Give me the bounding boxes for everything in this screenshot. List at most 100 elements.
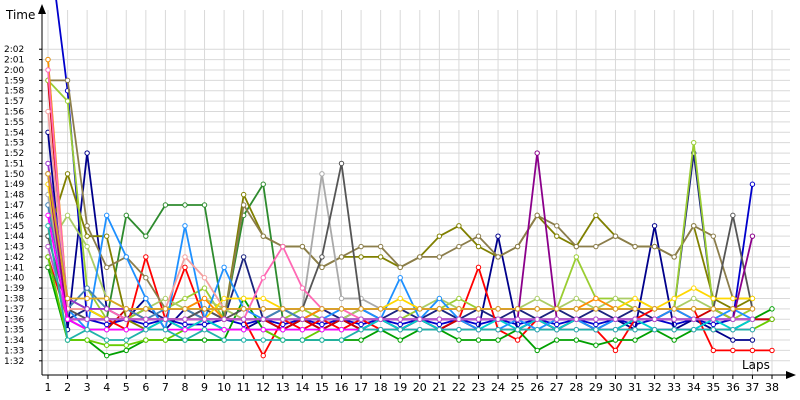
x-tick-label: 3 [84,381,91,394]
data-point [84,285,90,291]
data-point [456,337,462,343]
y-tick-label: 1:41 [4,263,24,273]
data-point [201,337,208,343]
data-point [240,337,247,343]
data-point [691,223,697,229]
data-point [514,326,521,333]
data-point [554,306,560,312]
data-point [749,347,756,354]
data-point [730,316,736,322]
x-tick-label: 12 [256,381,270,394]
data-point [143,254,149,260]
data-point [319,254,325,260]
x-tick-label: 32 [648,381,662,394]
data-point [299,337,306,343]
data-point [182,316,188,322]
data-point [338,254,345,260]
data-point [319,306,325,312]
data-point [338,306,345,312]
data-point [397,326,403,333]
data-point [182,326,188,333]
x-tick-label: 13 [276,381,290,394]
data-point [143,321,149,328]
x-tick-label: 11 [237,381,251,394]
x-tick-label: 23 [471,381,485,394]
data-point [162,295,169,302]
data-point [377,254,384,260]
data-point [534,150,540,156]
data-point [730,295,736,302]
data-point [534,316,540,322]
data-point [338,337,345,343]
x-tick-label: 22 [452,381,466,394]
y-tick-label: 1:49 [4,180,24,190]
y-tick-label: 1:35 [4,326,24,336]
data-point [397,275,403,281]
data-point [84,243,90,250]
data-point [495,233,501,239]
x-tick-label: 15 [315,381,329,394]
data-point [769,347,775,354]
data-point [632,337,638,343]
data-point [436,295,443,302]
data-point [104,321,110,328]
data-point [84,223,90,229]
data-point [123,306,129,312]
data-point [84,150,90,156]
x-tick-label: 28 [569,381,583,394]
y-tick-label: 1:36 [4,315,24,325]
series-8 [45,254,775,348]
data-point [612,316,619,322]
data-point [280,306,286,312]
x-tick-label: 14 [295,381,309,394]
data-point [397,306,403,312]
data-point [299,243,306,250]
data-point [143,233,149,239]
data-point [534,295,540,302]
data-point [593,342,599,348]
data-point [358,321,364,328]
data-point [671,337,677,343]
data-point [593,212,599,219]
series-27 [45,223,756,343]
data-point [221,316,227,322]
data-point [554,337,560,343]
x-tick-label: 30 [608,381,622,394]
data-point [64,337,71,343]
data-point [45,243,51,250]
data-point [201,285,208,291]
data-point [769,306,775,312]
data-point [612,295,619,302]
y-tick-label: 1:38 [4,294,24,304]
data-point [514,337,521,343]
data-point [397,264,403,271]
x-tick-label: 10 [217,381,231,394]
data-point [495,306,501,312]
data-point [632,306,638,312]
x-tick-label: 31 [628,381,642,394]
data-point [573,254,580,260]
x-tick-label: 36 [726,381,740,394]
data-point [534,347,540,354]
y-tick-label: 1:57 [4,97,24,107]
data-point [280,326,286,333]
data-point [593,306,599,312]
data-point [691,306,697,312]
data-point [514,316,521,322]
y-tick-label: 1:52 [4,149,24,159]
y-axis-title: Time [5,8,35,22]
data-point [123,316,129,322]
data-point [143,326,149,333]
data-point [221,326,227,333]
data-point [691,139,697,146]
y-tick-label: 1:40 [4,274,24,284]
data-point [749,326,756,333]
ticks-layer: 1:321:331:341:351:361:371:381:391:401:41… [4,45,779,394]
data-point [104,337,110,343]
data-point [84,337,90,343]
data-point [495,316,501,322]
y-tick-label: 2:01 [4,56,24,66]
data-point [475,306,482,312]
series-layer [45,0,775,359]
